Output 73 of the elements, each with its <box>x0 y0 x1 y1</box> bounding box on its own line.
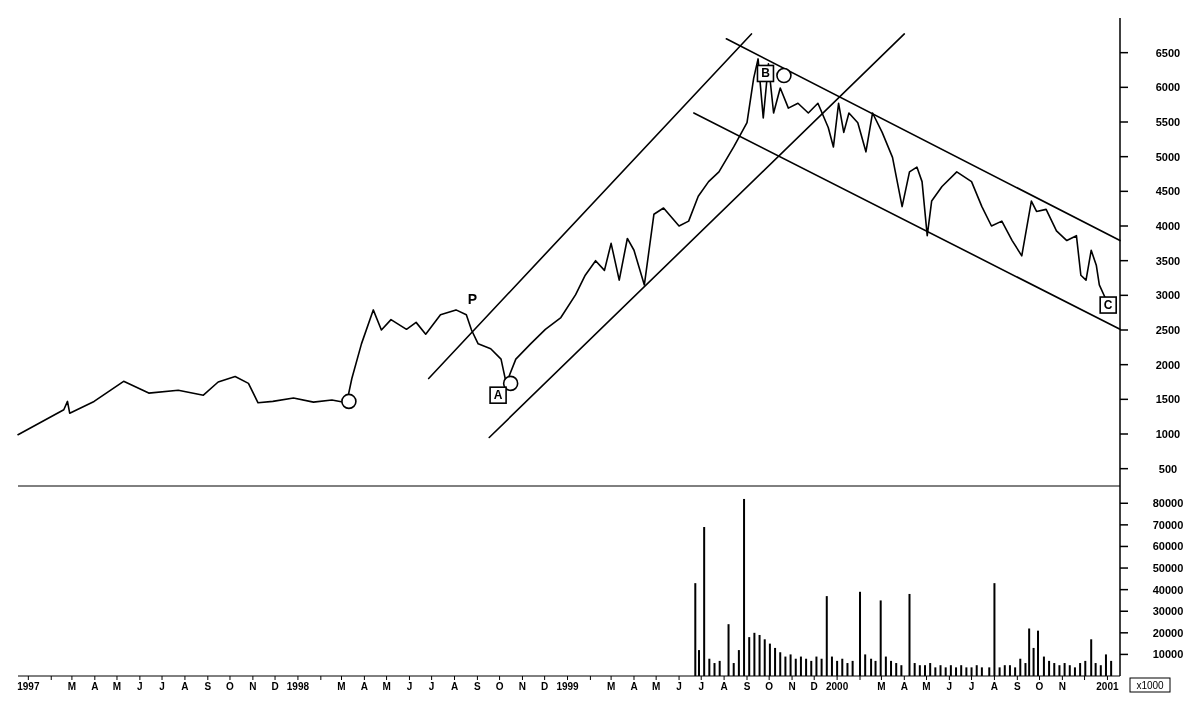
x-tick-label: J <box>946 681 953 692</box>
x-tick-label: M <box>877 681 886 692</box>
y-tick-label: 1000 <box>1155 428 1181 440</box>
x-tick-label: J <box>428 681 435 692</box>
y-tick-label: 1500 <box>1155 393 1181 406</box>
y-tick-label: 20000 <box>1152 626 1184 639</box>
x-tick-label: N <box>518 681 527 692</box>
y-tick-label: 5000 <box>1155 150 1181 163</box>
x-tick-label: D <box>810 681 818 692</box>
data-label: B <box>761 66 771 81</box>
x-tick-label: J <box>406 681 413 692</box>
x-tick-label: S <box>1014 681 1021 692</box>
x-tick-label: J <box>159 681 165 692</box>
y-tick-label: 4000 <box>1155 220 1181 232</box>
annotation: P <box>467 290 478 307</box>
x-tick-label: J <box>137 681 143 692</box>
data-label: C <box>1103 298 1113 313</box>
x-tick-label: M <box>382 681 391 692</box>
x-tick-label: S <box>474 681 482 692</box>
x-tick-label: A <box>181 681 189 692</box>
x-tick-label: J <box>698 681 704 692</box>
y-tick-label: 10000 <box>1152 648 1184 661</box>
x-tick-label: M <box>67 681 77 692</box>
x-tick-label: M <box>922 681 931 692</box>
y-tick-label: 60000 <box>1152 540 1184 553</box>
y-tick-label: 30000 <box>1152 605 1184 618</box>
x-tick-label: J <box>676 681 682 692</box>
x-tick-label: D <box>271 681 279 692</box>
x-tick-label: A <box>630 681 638 692</box>
y-tick-label: 5500 <box>1155 116 1181 128</box>
x-tick-label: A <box>900 681 908 692</box>
x-tick-label: M <box>112 681 122 692</box>
x-tick-label: A <box>360 681 369 692</box>
x-tick-label: S <box>204 681 212 692</box>
y-tick-label: 4500 <box>1155 185 1181 198</box>
x-tick-label: O <box>495 681 504 692</box>
y-tick-label: 2000 <box>1155 358 1181 371</box>
x-tick-label: M <box>337 681 346 692</box>
y-tick-label: 50000 <box>1152 562 1184 575</box>
y-tick-label: 3000 <box>1155 289 1181 302</box>
x-tick-label: M <box>606 681 616 692</box>
y-tick-label: 40000 <box>1152 583 1184 596</box>
x-tick-label: 2001 <box>1096 681 1119 692</box>
text: x1000 <box>1136 680 1165 691</box>
y-tick-label: 80000 <box>1152 497 1184 510</box>
y-tick-label: 2500 <box>1155 324 1181 336</box>
x-tick-label: M <box>651 681 661 692</box>
x-tick-label: 1999 <box>556 681 580 692</box>
x-tick-label: J <box>968 681 975 692</box>
x-tick-label: A <box>990 681 999 692</box>
x-tick-label: N <box>788 681 796 692</box>
x-tick-label: A <box>91 681 99 692</box>
point <box>341 393 357 410</box>
data-label: A <box>493 388 503 403</box>
x-tick-label: A <box>720 681 728 692</box>
y-tick-label: 6000 <box>1155 81 1181 94</box>
x-tick-label: 1997 <box>17 681 40 692</box>
x-tick-label: 2000 <box>825 681 849 692</box>
y-tick-label: 6500 <box>1155 46 1181 59</box>
point <box>502 375 519 392</box>
x-tick-label: S <box>743 681 751 692</box>
y-tick-label: 3500 <box>1155 254 1181 267</box>
x-tick-label: 1998 <box>286 681 310 692</box>
point <box>776 67 792 84</box>
y-tick-label: 70000 <box>1152 518 1184 531</box>
y-tick-label: 500 <box>1158 462 1178 475</box>
x-tick-label: D <box>541 681 549 692</box>
x-tick-label: O <box>226 681 235 692</box>
x-tick-label: N <box>1058 681 1067 692</box>
x-tick-label: N <box>249 681 257 692</box>
x-tick-label: A <box>450 681 459 692</box>
x-tick-label: O <box>1035 681 1044 692</box>
x-tick-label: O <box>765 681 774 692</box>
